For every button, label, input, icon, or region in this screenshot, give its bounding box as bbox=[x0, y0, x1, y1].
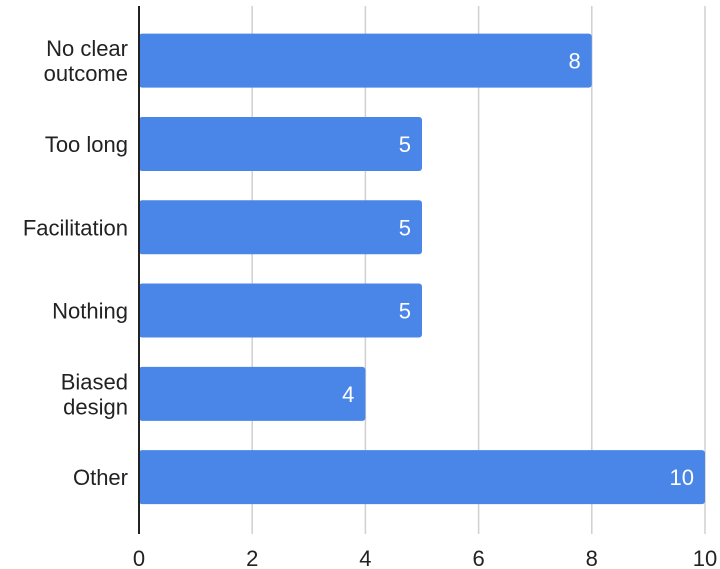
x-tick-label-2: 2 bbox=[246, 546, 258, 569]
category-label-line: Facilitation bbox=[23, 215, 128, 240]
category-label-line: Nothing bbox=[52, 299, 128, 324]
bar-layer bbox=[139, 33, 705, 505]
category-label-line: Other bbox=[73, 465, 128, 490]
data-label-5: 10 bbox=[670, 465, 694, 490]
bar-3 bbox=[139, 283, 422, 338]
bar-4 bbox=[139, 366, 366, 421]
bar-0 bbox=[139, 33, 592, 88]
label-layer: 8 5 5 5 4 10 No clear outcome Too long Facilitati… bbox=[23, 36, 717, 569]
bar-2 bbox=[139, 200, 422, 255]
category-label-line: outcome bbox=[44, 61, 128, 86]
data-label-4: 4 bbox=[342, 382, 354, 407]
category-label-line: Biased bbox=[61, 369, 128, 394]
category-label-3: Nothing bbox=[52, 299, 128, 324]
x-tick-label-10: 10 bbox=[693, 546, 717, 569]
data-label-0: 8 bbox=[569, 49, 581, 74]
data-label-2: 5 bbox=[399, 215, 411, 240]
category-label-line: Too long bbox=[45, 132, 128, 157]
bar-1 bbox=[139, 116, 422, 171]
category-label-line: No clear bbox=[46, 36, 128, 61]
bar-5 bbox=[139, 450, 705, 505]
data-label-1: 5 bbox=[399, 132, 411, 157]
category-label-0: No clear outcome bbox=[44, 36, 128, 86]
x-tick-label-8: 8 bbox=[586, 546, 598, 569]
category-label-4: Biased design bbox=[61, 369, 128, 419]
data-label-3: 5 bbox=[399, 299, 411, 324]
x-tick-label-4: 4 bbox=[359, 546, 371, 569]
category-label-1: Too long bbox=[45, 132, 128, 157]
x-tick-label-6: 6 bbox=[472, 546, 484, 569]
category-label-line: design bbox=[63, 394, 128, 419]
category-label-5: Other bbox=[73, 465, 128, 490]
x-tick-label-0: 0 bbox=[133, 546, 145, 569]
grid-layer bbox=[251, 6, 706, 534]
category-label-2: Facilitation bbox=[23, 215, 128, 240]
